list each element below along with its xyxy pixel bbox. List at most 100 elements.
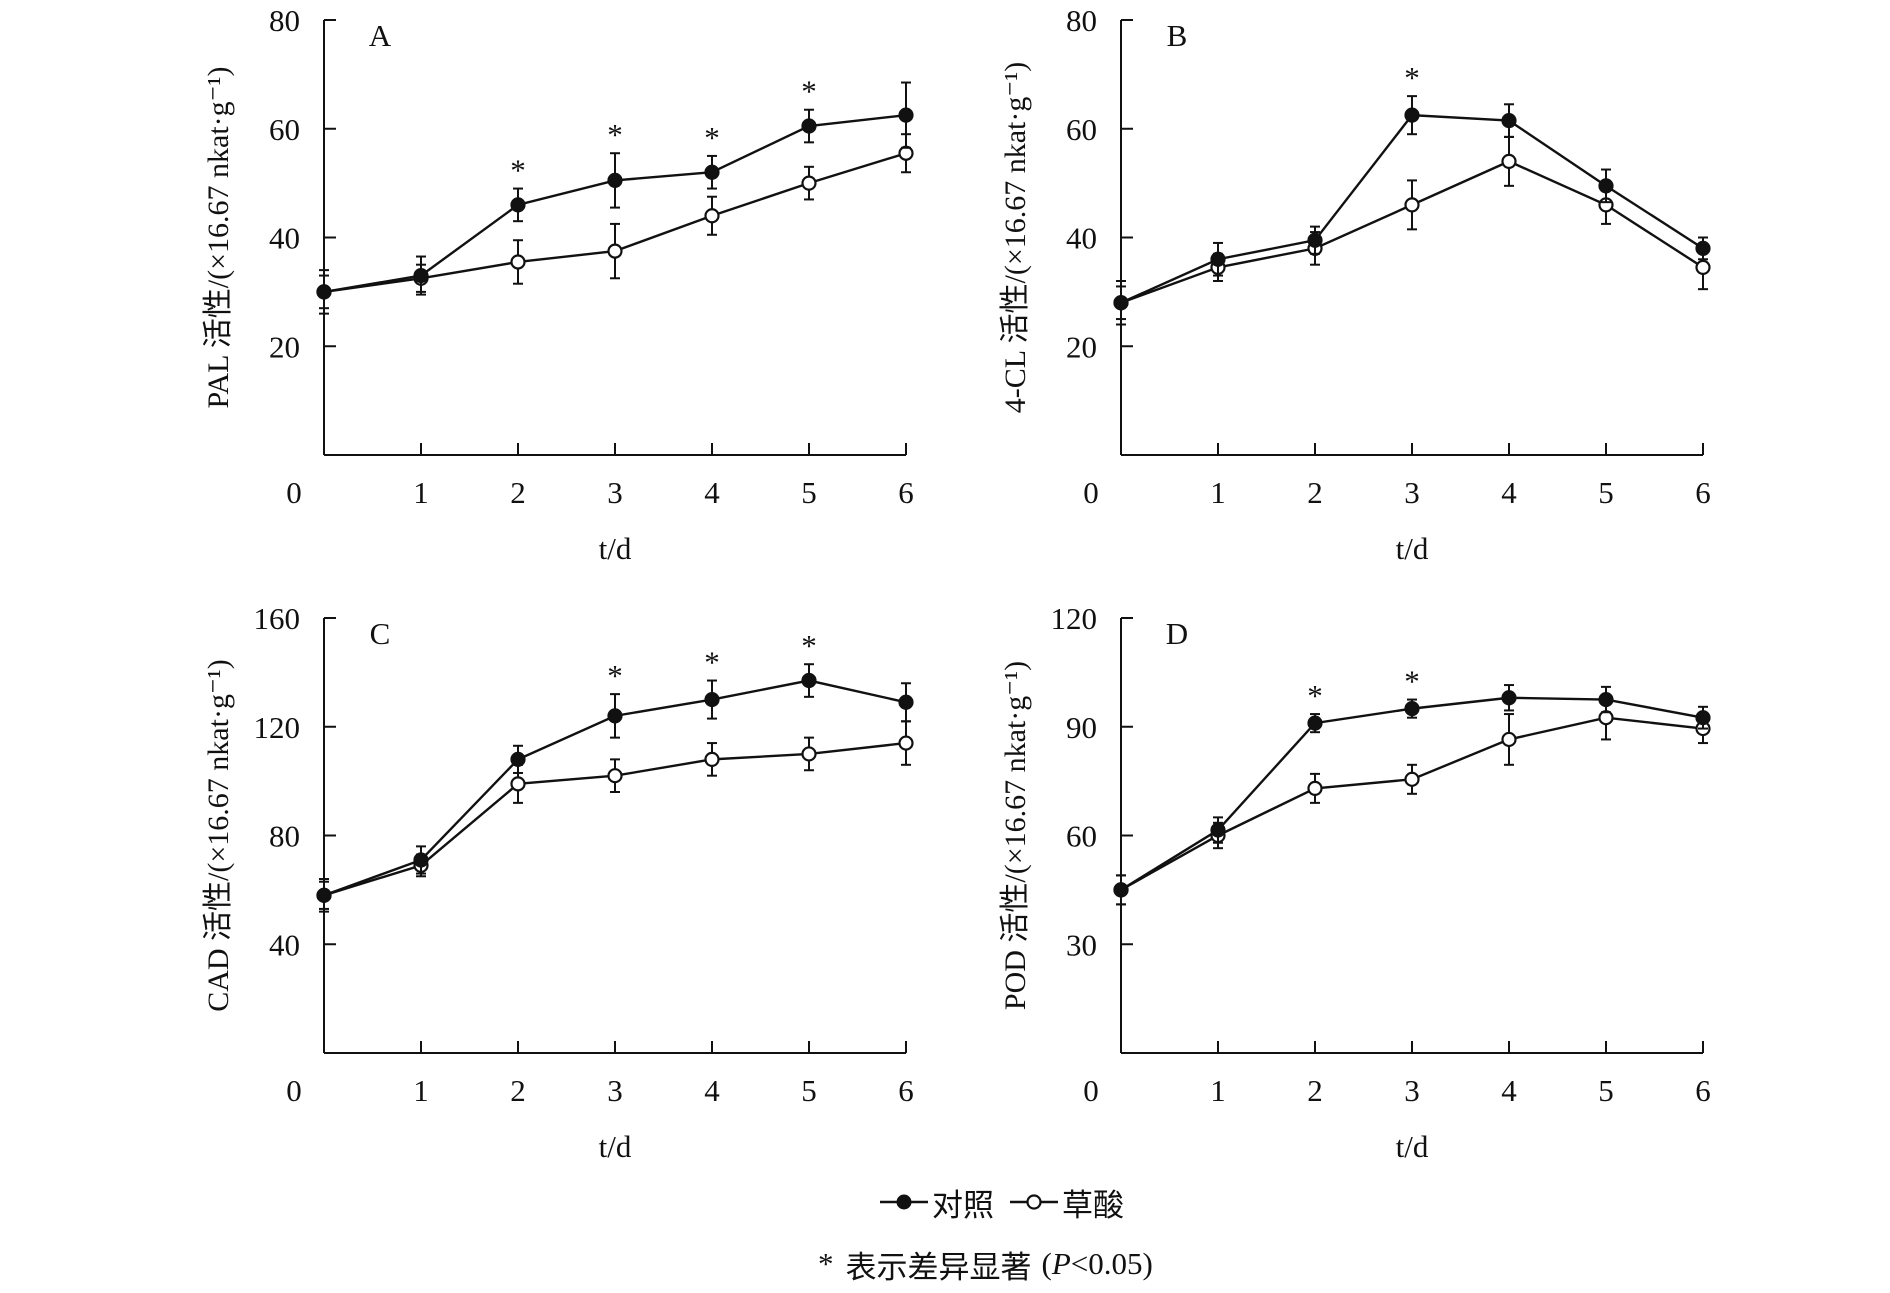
legend-label-oxalic: 草酸 bbox=[1062, 1187, 1124, 1223]
panel-letter: D bbox=[1166, 616, 1188, 651]
data-point-control bbox=[316, 284, 332, 300]
x-tick-label: 5 bbox=[801, 475, 817, 510]
data-point-control bbox=[607, 172, 623, 189]
data-point-oxalic bbox=[607, 243, 623, 259]
y-tick-label: 80 bbox=[1066, 3, 1097, 38]
data-point-oxalic bbox=[607, 768, 623, 784]
legend-marker-open bbox=[1010, 1194, 1058, 1210]
significance-note-threshold: <0.05) bbox=[1070, 1246, 1153, 1281]
significance-marker: * bbox=[1307, 678, 1323, 713]
x-tick-label: 0 bbox=[286, 475, 302, 510]
y-tick-label: 120 bbox=[1051, 601, 1098, 636]
x-tick-label: 1 bbox=[413, 1073, 429, 1108]
data-point-control bbox=[607, 708, 623, 724]
panel-letter: B bbox=[1167, 18, 1188, 53]
data-point-oxalic bbox=[801, 746, 817, 762]
data-point-control bbox=[413, 852, 429, 868]
series-line-oxalic bbox=[1120, 716, 1704, 891]
significance-note: * 表示差异显著 ( P <0.05) bbox=[818, 1244, 1153, 1285]
data-point-oxalic bbox=[510, 776, 526, 792]
significance-marker: * bbox=[801, 74, 817, 109]
significance-marker: * bbox=[510, 153, 526, 188]
data-point-control bbox=[316, 887, 332, 903]
x-tick-label: 4 bbox=[704, 1073, 720, 1108]
legend-marker-filled bbox=[880, 1194, 928, 1210]
y-tick-label: 60 bbox=[1066, 819, 1097, 854]
data-point-control bbox=[1113, 882, 1129, 898]
y-tick-label: 20 bbox=[269, 329, 300, 364]
x-tick-label: 3 bbox=[607, 475, 623, 510]
significance-marker: * bbox=[607, 117, 623, 152]
data-point-control bbox=[1598, 178, 1614, 194]
data-point-control bbox=[1598, 691, 1614, 708]
significance-marker: * bbox=[1404, 664, 1420, 699]
x-tick-label: 0 bbox=[1083, 1073, 1099, 1108]
data-point-control bbox=[1501, 112, 1517, 129]
x-tick-label: 2 bbox=[510, 1073, 526, 1108]
data-point-oxalic bbox=[1501, 731, 1517, 748]
x-tick-label: 2 bbox=[510, 475, 526, 510]
data-point-control bbox=[801, 672, 817, 689]
data-point-control bbox=[898, 107, 914, 123]
y-tick-label: 80 bbox=[269, 3, 300, 38]
y-axis-label: 4-CL 活性/(×16.67 nkat·g⁻¹) bbox=[999, 62, 1032, 413]
y-axis-label: PAL 活性/(×16.67 nkat·g⁻¹) bbox=[202, 66, 235, 408]
y-tick-label: 60 bbox=[1066, 112, 1097, 147]
x-tick-label: 4 bbox=[1501, 1073, 1517, 1108]
x-tick-label: 5 bbox=[1598, 1073, 1614, 1108]
significance-marker: * bbox=[704, 645, 720, 680]
y-tick-label: 160 bbox=[254, 601, 301, 636]
data-point-control bbox=[413, 267, 429, 284]
x-tick-label: 5 bbox=[801, 1073, 817, 1108]
y-tick-label: 40 bbox=[1066, 221, 1097, 256]
y-tick-label: 120 bbox=[254, 710, 301, 745]
panel-letter: C bbox=[370, 616, 391, 651]
significance-marker: * bbox=[704, 120, 720, 155]
x-tick-label: 2 bbox=[1307, 1073, 1323, 1108]
x-tick-label: 3 bbox=[1404, 1073, 1420, 1108]
x-tick-label: 6 bbox=[898, 475, 914, 510]
x-axis-label: t/d bbox=[599, 1129, 632, 1164]
data-point-control bbox=[1307, 715, 1323, 731]
significance-marker: * bbox=[1404, 60, 1420, 95]
y-axis-label: POD 活性/(×16.67 nkat·g⁻¹) bbox=[999, 661, 1032, 1010]
chart-panel-b: 20 40 60 80 0 1 2 3 4 5 6 Bt/d 4-CL 活性/(×16.67 nkat·… bbox=[999, 3, 1711, 566]
data-point-control bbox=[1210, 251, 1226, 267]
x-tick-label: 6 bbox=[1695, 475, 1711, 510]
data-point-oxalic bbox=[898, 735, 914, 751]
data-point-control bbox=[510, 197, 526, 213]
x-tick-label: 4 bbox=[1501, 475, 1517, 510]
x-axis-label: t/d bbox=[1396, 1129, 1429, 1164]
data-point-control bbox=[704, 691, 720, 708]
y-tick-label: 80 bbox=[269, 819, 300, 854]
data-point-oxalic bbox=[704, 208, 720, 224]
y-tick-label: 40 bbox=[269, 221, 300, 256]
significance-note-p: P bbox=[1051, 1246, 1071, 1281]
x-tick-label: 2 bbox=[1307, 475, 1323, 510]
data-point-oxalic bbox=[1404, 771, 1420, 787]
data-point-oxalic bbox=[704, 751, 720, 767]
data-point-oxalic bbox=[801, 175, 817, 191]
x-tick-label: 0 bbox=[286, 1073, 302, 1108]
legend-label-control: 对照 bbox=[932, 1187, 994, 1223]
data-point-control bbox=[1404, 701, 1420, 717]
data-point-control bbox=[1695, 240, 1711, 256]
x-axis-label: t/d bbox=[599, 531, 632, 566]
data-point-control bbox=[1695, 710, 1711, 726]
x-tick-label: 3 bbox=[607, 1073, 623, 1108]
data-point-control bbox=[898, 694, 914, 710]
x-tick-label: 5 bbox=[1598, 475, 1614, 510]
y-tick-label: 90 bbox=[1066, 710, 1097, 745]
chart-panel-a: 20 40 60 80 0 1 2 3 4 5 6 At/d PAL 活性/(×16.67 nkat·g… bbox=[202, 3, 914, 566]
significance-note-text: 表示差异显著 bbox=[845, 1249, 1032, 1285]
x-tick-label: 3 bbox=[1404, 475, 1420, 510]
significance-note-symbol: * bbox=[818, 1246, 834, 1281]
panel-letter: A bbox=[369, 18, 392, 53]
x-tick-label: 4 bbox=[704, 475, 720, 510]
data-point-control bbox=[1307, 232, 1323, 248]
x-axis-label: t/d bbox=[1396, 531, 1429, 566]
y-axis-label: CAD 活性/(×16.67 nkat·g⁻¹) bbox=[202, 659, 235, 1012]
data-point-control bbox=[704, 164, 720, 180]
x-tick-label: 6 bbox=[898, 1073, 914, 1108]
